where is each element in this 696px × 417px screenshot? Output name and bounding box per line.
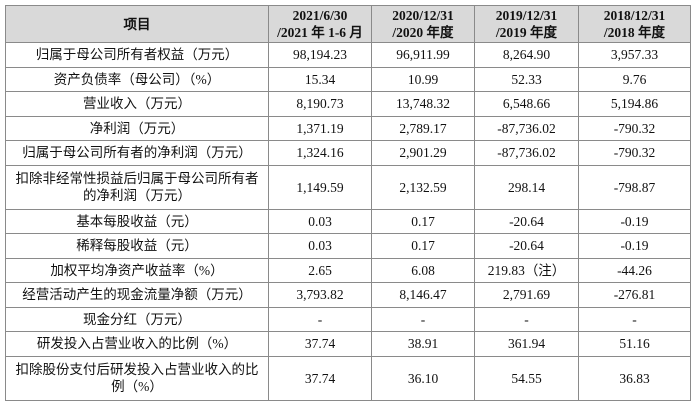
label-cell: 基本每股收益（元） (5, 208, 269, 234)
value-cell: 15.34 (268, 66, 372, 92)
value-cell: - (268, 306, 372, 332)
value-cell: 96,911.99 (371, 42, 475, 68)
value-cell: 9.76 (578, 66, 691, 92)
label-cell: 扣除非经常性损益后归属于母公司所有者的净利润（万元） (5, 164, 269, 210)
value-cell: 0.17 (371, 233, 475, 259)
label-cell: 归属于母公司所有者的净利润（万元） (5, 140, 269, 166)
table-row: 净利润（万元） 1,371.19 2,789.17 -87,736.02 -790.32 (5, 115, 691, 141)
header-row: 项目 2021/6/30/2021 年 1-6 月 2020/12/31/2020 … (5, 5, 691, 43)
label-cell: 营业收入（万元） (5, 91, 269, 117)
value-cell: -20.64 (474, 233, 579, 259)
table-row: 扣除非经常性损益后归属于母公司所有者的净利润（万元） 1,149.59 2,132.… (5, 164, 691, 210)
value-cell: 10.99 (371, 66, 475, 92)
value-cell: 37.74 (268, 355, 372, 401)
label-cell: 资产负债率（母公司）（%） (5, 66, 269, 92)
value-cell: 37.74 (268, 331, 372, 357)
value-cell: -0.19 (578, 208, 691, 234)
table-row: 基本每股收益（元） 0.03 0.17 -20.64 -0.19 (5, 208, 691, 234)
value-cell: 1,149.59 (268, 164, 372, 210)
value-cell: -44.26 (578, 257, 691, 283)
value-cell: 5,194.86 (578, 91, 691, 117)
value-cell: -87,736.02 (474, 140, 579, 166)
table-row: 营业收入（万元） 8,190.73 13,748.32 6,548.66 5,194.8… (5, 91, 691, 117)
value-cell: 0.17 (371, 208, 475, 234)
value-cell: 8,146.47 (371, 282, 475, 308)
value-cell: 1,324.16 (268, 140, 372, 166)
data-table: 项目 2021/6/30/2021 年 1-6 月 2020/12/31/2020 … (5, 5, 691, 401)
table-row: 扣除股份支付后研发投入占营业收入的比例（%） 37.74 36.10 54.55 36.… (5, 355, 691, 401)
header-text: 2019/12/31 (495, 8, 558, 23)
value-cell: 6.08 (371, 257, 475, 283)
label-cell: 经营活动产生的现金流量净额（万元） (5, 282, 269, 308)
header-cell: 项目 (5, 5, 269, 43)
label-cell: 现金分红（万元） (5, 306, 269, 332)
header-text: 2018/12/31 (603, 8, 666, 23)
table-row: 资产负债率（母公司）（%） 15.34 10.99 52.33 9.76 (5, 66, 691, 92)
value-cell: 54.55 (474, 355, 579, 401)
value-cell: 8,190.73 (268, 91, 372, 117)
header-text: /2019 年度 (495, 25, 558, 40)
value-cell: 52.33 (474, 66, 579, 92)
value-cell: - (578, 306, 691, 332)
value-cell: 3,793.82 (268, 282, 372, 308)
header-cell: 2020/12/31/2020 年度 (371, 5, 475, 43)
table-row: 加权平均净资产收益率（%） 2.65 6.08 219.83（注） -44.26 (5, 257, 691, 283)
table-row: 归属于母公司所有者权益（万元） 98,194.23 96,911.99 8,264.9… (5, 42, 691, 68)
value-cell: 219.83（注） (474, 257, 579, 283)
header-cell: 2021/6/30/2021 年 1-6 月 (268, 5, 372, 43)
value-cell: 36.10 (371, 355, 475, 401)
header-cell: 2019/12/31/2019 年度 (474, 5, 579, 43)
table-row: 稀释每股收益（元） 0.03 0.17 -20.64 -0.19 (5, 233, 691, 259)
value-cell: 2,789.17 (371, 115, 475, 141)
value-cell: -276.81 (578, 282, 691, 308)
value-cell: 38.91 (371, 331, 475, 357)
value-cell: 298.14 (474, 164, 579, 210)
value-cell: -20.64 (474, 208, 579, 234)
value-cell: -0.19 (578, 233, 691, 259)
header-text: /2020 年度 (392, 25, 454, 40)
table-row: 经营活动产生的现金流量净额（万元） 3,793.82 8,146.47 2,791.6… (5, 282, 691, 308)
value-cell: -790.32 (578, 140, 691, 166)
label-cell: 扣除股份支付后研发投入占营业收入的比例（%） (5, 355, 269, 401)
label-cell: 净利润（万元） (5, 115, 269, 141)
label-cell: 加权平均净资产收益率（%） (5, 257, 269, 283)
label-cell: 稀释每股收益（元） (5, 233, 269, 259)
header-text: 2021/6/30 (292, 8, 348, 23)
value-cell: 36.83 (578, 355, 691, 401)
value-cell: -790.32 (578, 115, 691, 141)
header-text: /2021 年 1-6 月 (277, 25, 363, 40)
value-cell: 8,264.90 (474, 42, 579, 68)
value-cell: -798.87 (578, 164, 691, 210)
value-cell: 13,748.32 (371, 91, 475, 117)
value-cell: 3,957.33 (578, 42, 691, 68)
table-row: 现金分红（万元） - - - - (5, 306, 691, 332)
value-cell: - (474, 306, 579, 332)
value-cell: 98,194.23 (268, 42, 372, 68)
value-cell: 2.65 (268, 257, 372, 283)
value-cell: 2,791.69 (474, 282, 579, 308)
label-cell: 归属于母公司所有者权益（万元） (5, 42, 269, 68)
value-cell: 0.03 (268, 233, 372, 259)
table-row: 归属于母公司所有者的净利润（万元） 1,324.16 2,901.29 -87,736… (5, 140, 691, 166)
value-cell: 361.94 (474, 331, 579, 357)
value-cell: 0.03 (268, 208, 372, 234)
header-cell: 2018/12/31/2018 年度 (578, 5, 691, 43)
table-row: 研发投入占营业收入的比例（%） 37.74 38.91 361.94 51.16 (5, 331, 691, 357)
value-cell: - (371, 306, 475, 332)
header-text: 项目 (123, 16, 151, 32)
header-text: /2018 年度 (603, 25, 666, 40)
value-cell: 51.16 (578, 331, 691, 357)
value-cell: 2,132.59 (371, 164, 475, 210)
header-text: 2020/12/31 (392, 8, 454, 23)
value-cell: 1,371.19 (268, 115, 372, 141)
value-cell: 2,901.29 (371, 140, 475, 166)
value-cell: 6,548.66 (474, 91, 579, 117)
label-cell: 研发投入占营业收入的比例（%） (5, 331, 269, 357)
value-cell: -87,736.02 (474, 115, 579, 141)
